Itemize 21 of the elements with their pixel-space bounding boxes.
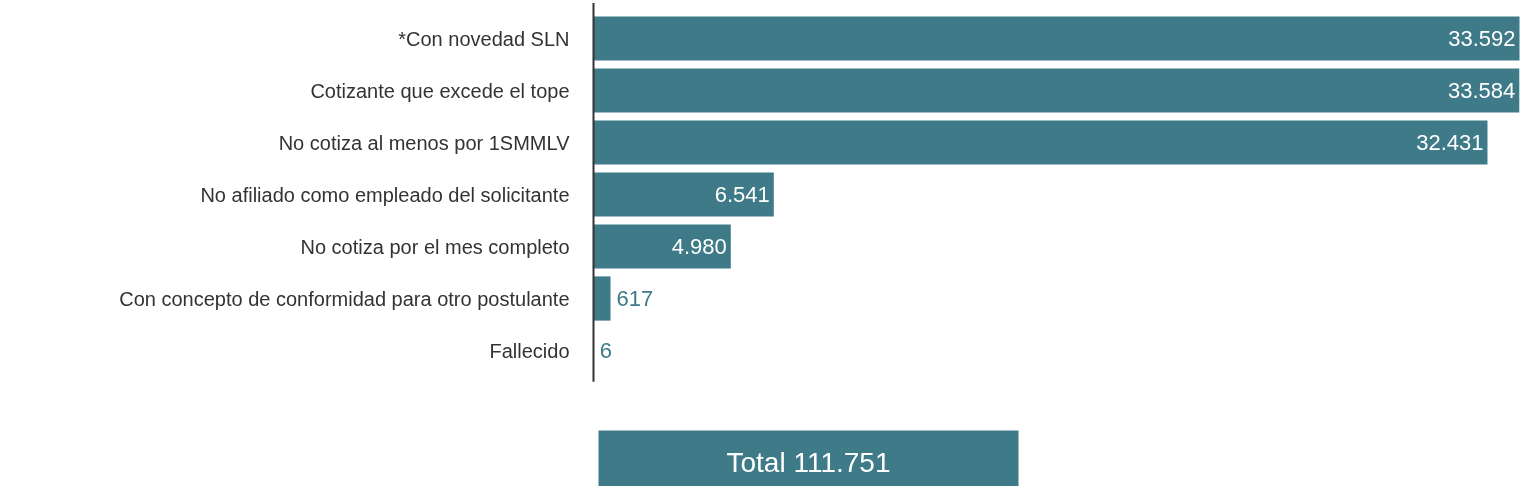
data-label: 6 xyxy=(599,338,612,363)
y-tick-label: Con concepto de conformidad para otro postulante xyxy=(119,287,570,310)
data-label: 4.980 xyxy=(671,234,727,259)
text: Total 111.751 xyxy=(726,447,891,478)
y-tick-label: No cotiza al menos por 1SMMLV xyxy=(278,131,571,154)
data-label: 33.584 xyxy=(1447,78,1516,103)
bar xyxy=(593,120,1488,165)
bar xyxy=(593,224,731,269)
data-label: 33.592 xyxy=(1448,26,1516,51)
data-label: 617 xyxy=(616,286,654,311)
y-tick-label: *Con novedad SLN xyxy=(398,27,570,50)
y-tick-label: No afiliado como empleado del solicitante xyxy=(200,183,570,206)
y-tick-label: Fallecido xyxy=(489,339,570,362)
y-tick-label: No cotiza por el mes completo xyxy=(300,235,570,258)
data-label: 32.431 xyxy=(1416,130,1484,155)
bar xyxy=(593,16,1520,61)
data-label: 6.541 xyxy=(714,182,770,207)
bar xyxy=(593,68,1520,113)
bar xyxy=(593,276,611,321)
bar xyxy=(593,172,774,217)
y-tick-label: Cotizante que excede el tope xyxy=(310,79,570,102)
